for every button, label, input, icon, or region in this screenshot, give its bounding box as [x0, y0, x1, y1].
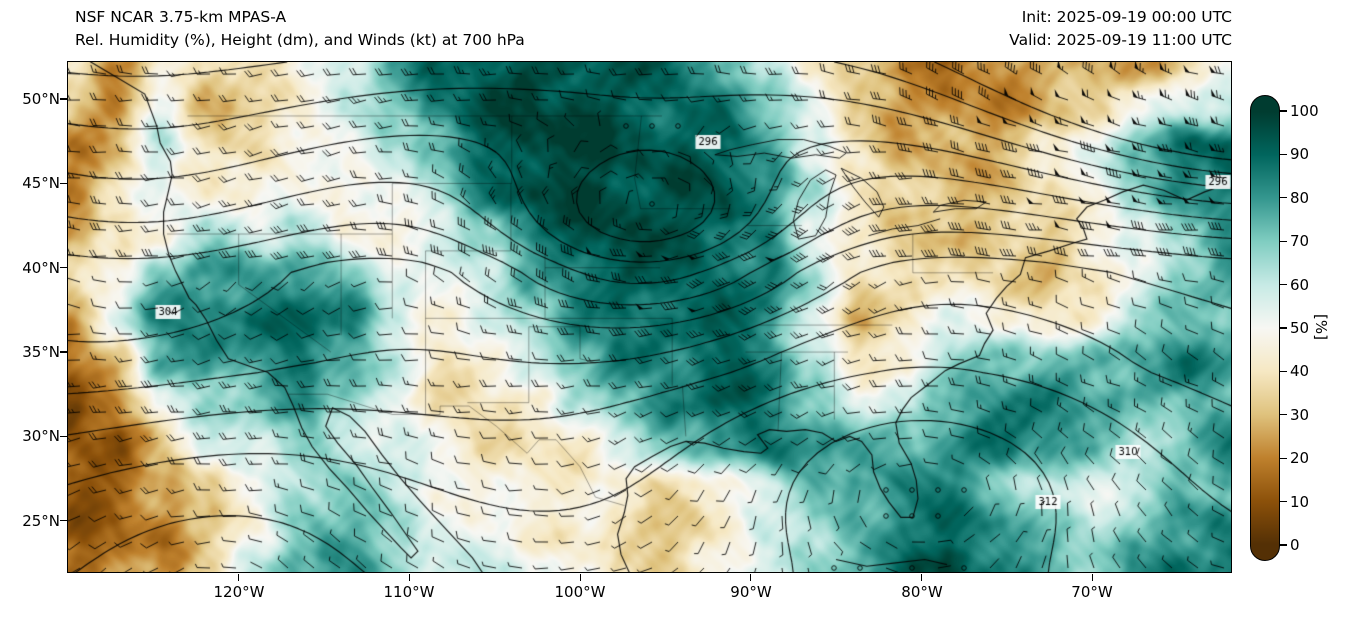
axis-tick — [1280, 501, 1287, 503]
axis-tick — [60, 182, 67, 185]
axis-tick — [1280, 370, 1287, 372]
colorbar-unit-label: [%] — [1311, 314, 1330, 340]
valid-time: Valid: 2025-09-19 11:00 UTC — [1009, 31, 1232, 49]
axis-tick — [1280, 284, 1287, 286]
axis-tick — [1280, 414, 1287, 416]
lat-tick-label: 40°N — [22, 259, 60, 277]
colorbar-tick-label: 70 — [1290, 232, 1310, 250]
axis-tick — [750, 574, 752, 581]
plot-title: Rel. Humidity (%), Height (dm), and Wind… — [75, 31, 525, 49]
axis-tick — [1280, 197, 1287, 199]
colorbar-tick-label: 80 — [1290, 189, 1310, 207]
lon-tick-label: 120°W — [213, 583, 265, 601]
map-canvas — [68, 62, 1232, 573]
axis-tick — [60, 351, 67, 353]
axis-tick — [920, 574, 923, 581]
init-time: Init: 2025-09-19 00:00 UTC — [1021, 8, 1232, 26]
lon-tick-label: 110°W — [383, 583, 435, 601]
model-title: NSF NCAR 3.75-km MPAS-A — [75, 8, 287, 26]
axis-tick — [60, 267, 67, 269]
axis-tick — [60, 435, 67, 438]
lat-tick-label: 30°N — [22, 427, 60, 445]
lon-tick-label: 100°W — [554, 583, 606, 601]
axis-tick — [60, 520, 67, 522]
colorbar-tick-label: 40 — [1290, 362, 1310, 380]
axis-tick — [60, 98, 67, 100]
colorbar-tick-label: 90 — [1290, 145, 1310, 163]
axis-tick — [1091, 574, 1093, 581]
axis-tick — [1280, 544, 1287, 546]
colorbar-tick-label: 10 — [1290, 493, 1310, 511]
axis-tick — [1280, 110, 1287, 112]
colorbar-tick-label: 0 — [1290, 536, 1300, 554]
axis-tick — [1280, 240, 1287, 242]
lat-tick-label: 35°N — [22, 343, 60, 361]
colorbar-gradient — [1250, 95, 1280, 561]
lon-tick-label: 80°W — [901, 583, 943, 601]
colorbar-tick-label: 20 — [1290, 449, 1310, 467]
lat-tick-label: 50°N — [22, 90, 60, 108]
colorbar-tick-label: 60 — [1290, 276, 1310, 294]
axis-tick — [1280, 153, 1287, 155]
colorbar-tick-label: 100 — [1290, 102, 1319, 120]
lat-tick-label: 25°N — [22, 512, 60, 530]
lon-tick-label: 90°W — [730, 583, 772, 601]
axis-tick — [238, 574, 240, 581]
lat-tick-label: 45°N — [22, 174, 60, 192]
colorbar-tick-label: 50 — [1290, 319, 1310, 337]
axis-tick — [1280, 327, 1287, 329]
lon-tick-label: 70°W — [1071, 583, 1113, 601]
axis-tick — [408, 574, 410, 581]
axis-tick — [1280, 457, 1287, 459]
colorbar-tick-label: 30 — [1290, 406, 1310, 424]
axis-tick — [579, 574, 581, 581]
